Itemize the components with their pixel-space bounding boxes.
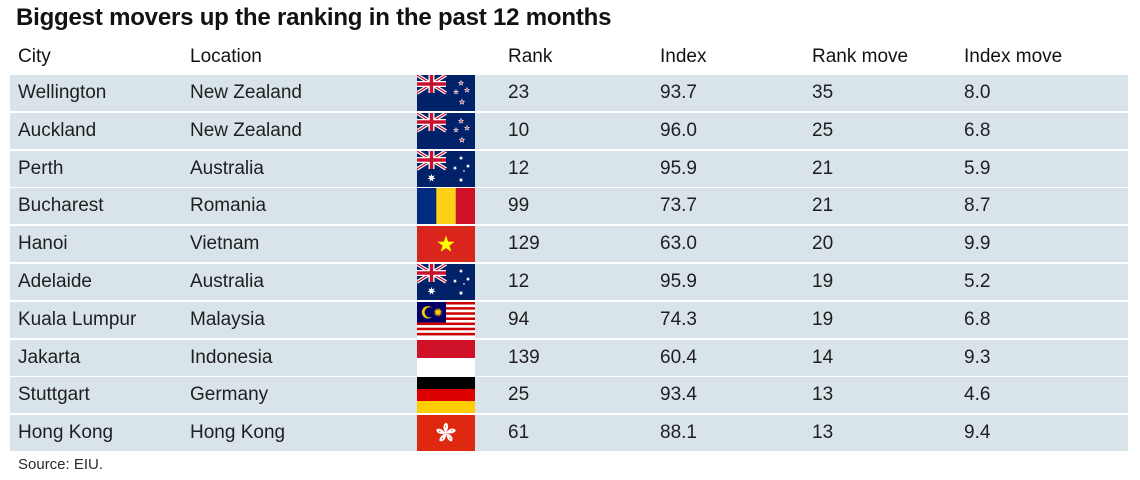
hong-kong-flag	[417, 415, 475, 452]
cell-city: Jakarta	[18, 346, 81, 368]
table-row: Perth Australia 12 95.9 21 5.9	[10, 150, 1128, 187]
cell-index: 96.0	[660, 119, 697, 141]
table-row: Adelaide Australia 12 95.9 19 5.2	[10, 263, 1128, 300]
header-rank-move: Rank move	[812, 46, 909, 67]
cell-rank-move: 21	[812, 195, 834, 217]
cell-index: 60.4	[660, 346, 697, 368]
header-index: Index	[660, 46, 707, 67]
cell-rank-move: 21	[812, 157, 834, 179]
table-header: City Location Rank Index Rank move Index…	[0, 42, 1140, 74]
cell-index-move: 8.0	[964, 82, 991, 103]
cell-location: Australia	[190, 270, 264, 292]
cell-rank: 94	[508, 308, 530, 330]
cell-city: Hong Kong	[18, 422, 114, 444]
cell-index: 95.9	[660, 157, 697, 179]
australia-flag	[417, 263, 475, 300]
chart-title: Biggest movers up the ranking in the pas…	[16, 4, 612, 31]
cell-city: Adelaide	[18, 270, 92, 292]
cell-index-move: 5.9	[964, 157, 991, 179]
cell-index: 63.0	[660, 233, 697, 255]
malaysia-flag	[417, 301, 475, 338]
cell-city: Stuttgart	[18, 384, 90, 406]
header-index-move: Index move	[964, 46, 1063, 67]
cell-rank: 12	[508, 157, 530, 179]
cell-index: 93.4	[660, 384, 697, 406]
cell-location: New Zealand	[190, 119, 302, 141]
cell-index-move: 5.2	[964, 270, 991, 292]
cell-index-move: 9.3	[964, 346, 991, 368]
cell-rank-move: 25	[812, 119, 834, 141]
cell-location: Malaysia	[190, 308, 265, 330]
cell-index-move: 6.8	[964, 119, 991, 141]
cell-city: Wellington	[18, 82, 107, 103]
cell-location: New Zealand	[190, 82, 302, 103]
source-note: Source: EIU.	[18, 456, 104, 473]
cell-city: Kuala Lumpur	[18, 308, 137, 330]
indonesia-flag	[417, 339, 475, 376]
cell-index-move: 4.6	[964, 384, 991, 406]
table-row: Bucharest Romania 99 73.7 21 8.7	[10, 188, 1128, 225]
cell-city: Hanoi	[18, 233, 68, 255]
cell-rank-move: 19	[812, 308, 834, 330]
cell-rank: 61	[508, 422, 530, 444]
australia-flag	[417, 150, 475, 187]
header-city: City	[18, 46, 51, 67]
germany-flag	[417, 377, 475, 414]
cell-index-move: 8.7	[964, 195, 991, 217]
cell-index-move: 9.4	[964, 422, 991, 444]
cell-location: Indonesia	[190, 346, 273, 368]
table-row: Hong Kong Hong Kong 61 88.1 13 9.4	[10, 415, 1128, 452]
cell-location: Hong Kong	[190, 422, 286, 444]
cell-index: 95.9	[660, 270, 697, 292]
cell-rank-move: 19	[812, 270, 834, 292]
cell-rank-move: 13	[812, 422, 834, 444]
table-body: Wellington New Zealand 23 93.7 35 8.0 Auckland…	[10, 75, 1128, 453]
cell-rank: 99	[508, 195, 530, 217]
vietnam-flag	[417, 226, 475, 263]
cell-rank: 23	[508, 82, 530, 103]
cell-rank-move: 20	[812, 233, 834, 255]
table-row: Hanoi Vietnam 129 63.0 20 9.9	[10, 226, 1128, 263]
cell-location: Vietnam	[190, 233, 260, 255]
cell-rank-move: 14	[812, 346, 834, 368]
header-rank: Rank	[508, 46, 553, 67]
table-row: Auckland New Zealand 10 96.0 25 6.8	[10, 112, 1128, 149]
romania-flag	[417, 188, 475, 225]
table-row: Stuttgart Germany 25 93.4 13 4.6	[10, 377, 1128, 414]
header-location: Location	[190, 46, 262, 67]
cell-index: 74.3	[660, 308, 697, 330]
table-row: Kuala Lumpur Malaysia 94 74.3 19 6.8	[10, 301, 1128, 338]
cell-rank: 129	[508, 233, 540, 255]
cell-index-move: 9.9	[964, 233, 991, 255]
new-zealand-flag	[417, 112, 475, 149]
cell-rank: 139	[508, 346, 540, 368]
cell-index: 93.7	[660, 82, 697, 103]
table-row: Wellington New Zealand 23 93.7 35 8.0	[10, 75, 1128, 111]
cell-index: 88.1	[660, 422, 697, 444]
cell-rank-move: 35	[812, 82, 834, 103]
cell-rank-move: 13	[812, 384, 834, 406]
cell-city: Perth	[18, 157, 64, 179]
table-row: Jakarta Indonesia 139 60.4 14 9.3	[10, 339, 1128, 376]
cell-location: Germany	[190, 384, 269, 406]
cell-rank: 25	[508, 384, 530, 406]
cell-location: Romania	[190, 195, 267, 217]
cell-location: Australia	[190, 157, 264, 179]
new-zealand-flag	[417, 75, 475, 111]
cell-rank: 12	[508, 270, 530, 292]
cell-index: 73.7	[660, 195, 697, 217]
cell-index-move: 6.8	[964, 308, 991, 330]
cell-city: Bucharest	[18, 195, 104, 217]
cell-city: Auckland	[18, 119, 97, 141]
cell-rank: 10	[508, 119, 530, 141]
